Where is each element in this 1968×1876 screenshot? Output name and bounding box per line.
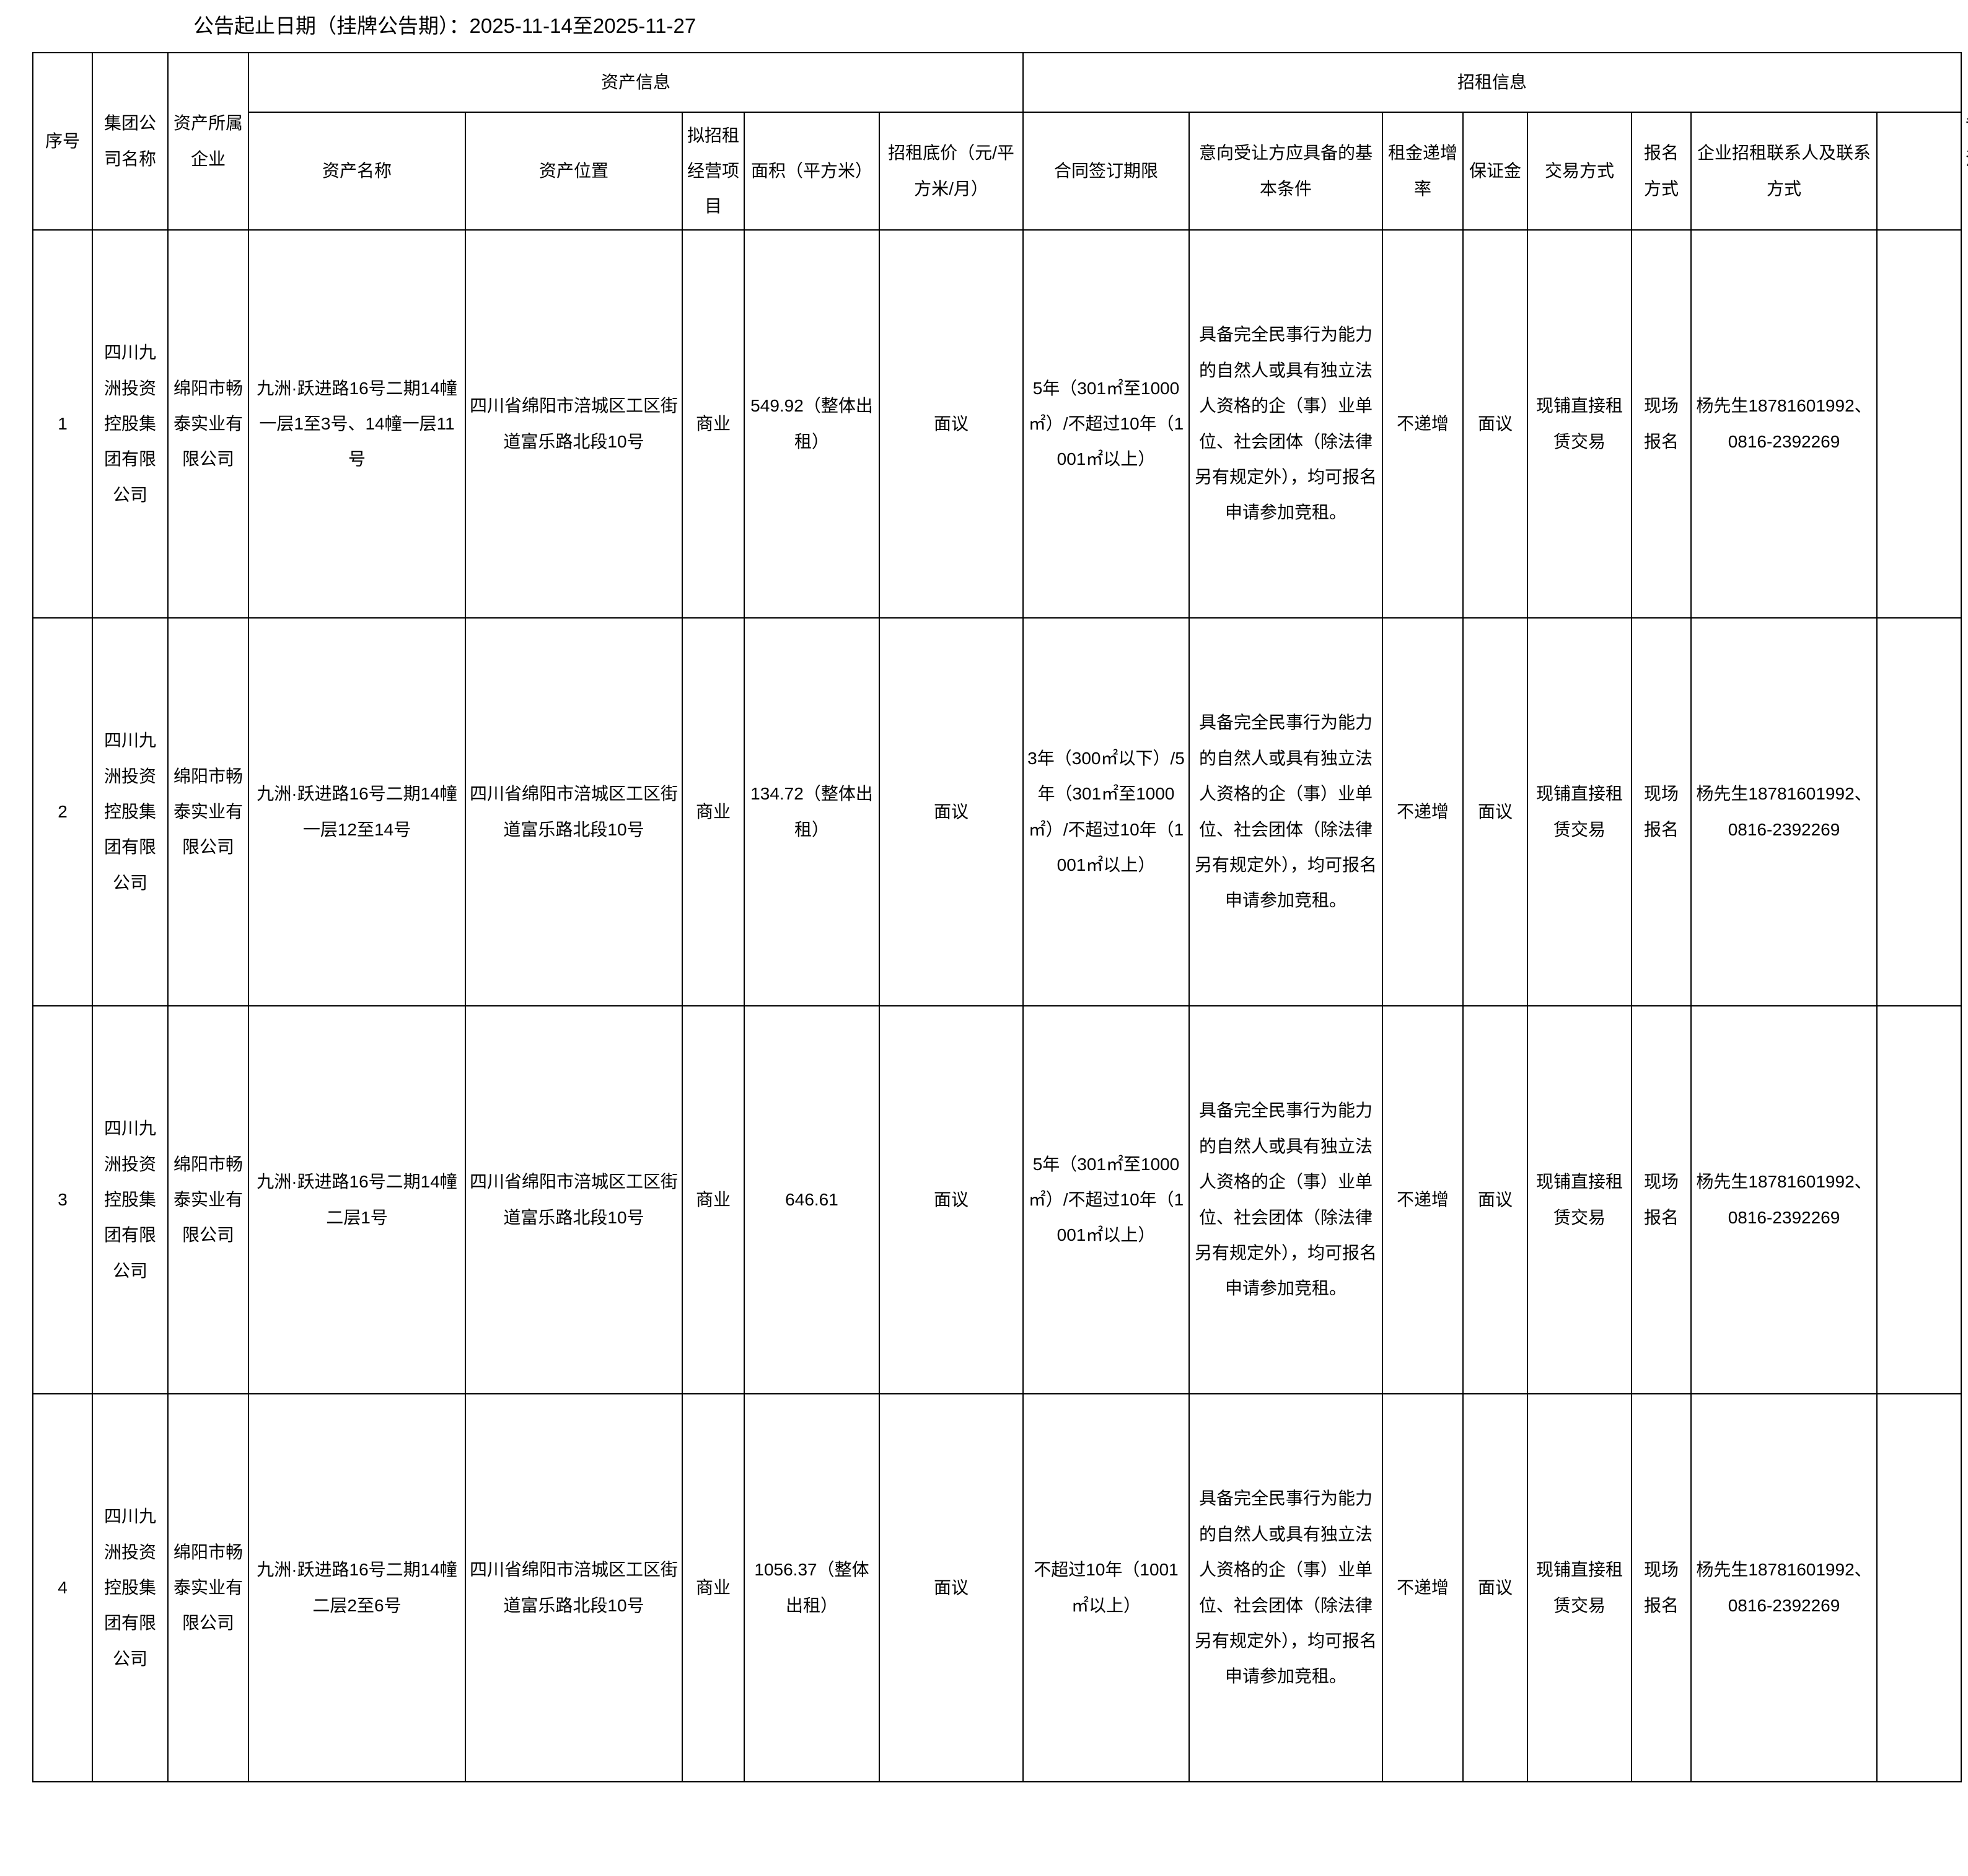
cell-owner-enterprise: 绵阳市畅泰实业有限公司 — [167, 617, 249, 1006]
cell-business-type: 商业 — [682, 1005, 745, 1394]
table-row: 4 四川九洲投资控股集团有限公司 绵阳市畅泰实业有限公司 九洲·跃进路16号二期… — [32, 1393, 1962, 1782]
cell-contract-term: 5年（301㎡至1000㎡）/不超过10年（1001㎡以上） — [1022, 229, 1190, 619]
cell-index: 2 — [32, 617, 93, 1006]
table-row: 1 四川九洲投资控股集团有限公司 绵阳市畅泰实业有限公司 九洲·跃进路16号二期… — [32, 229, 1962, 619]
listing-page: 公告起止日期（挂牌公告期）：2025-11-14至2025-11-27 序号 集… — [32, 14, 1968, 1782]
cell-area: 549.92（整体出租） — [744, 229, 880, 619]
cell-contact: 杨先生18781601992、0816-2392269 — [1690, 617, 1878, 1006]
cell-trade-method: 现铺直接租赁交易 — [1527, 617, 1632, 1006]
cell-index: 4 — [32, 1393, 93, 1782]
cell-index: 3 — [32, 1005, 93, 1394]
col-header-contact: 企业招租联系人及联系方式 — [1690, 111, 1878, 231]
cell-contact: 杨先生18781601992、0816-2392269 — [1690, 229, 1878, 619]
cell-area: 646.61 — [744, 1005, 880, 1394]
cell-contact: 杨先生18781601992、0816-2392269 — [1690, 1005, 1878, 1394]
cell-owner-enterprise: 绵阳市畅泰实业有限公司 — [167, 1393, 249, 1782]
col-header-base-price: 招租底价（元/平方米/月） — [879, 111, 1024, 231]
cell-remark — [1876, 617, 1962, 1006]
cell-owner-enterprise: 绵阳市畅泰实业有限公司 — [167, 229, 249, 619]
col-header-asset-name: 资产名称 — [248, 111, 466, 231]
cell-asset-name: 九洲·跃进路16号二期14幢一层12至14号 — [248, 617, 466, 1006]
cell-remark — [1876, 229, 1962, 619]
cell-deposit: 面议 — [1462, 1005, 1528, 1394]
cell-asset-location: 四川省绵阳市涪城区工区街道富乐路北段10号 — [465, 229, 683, 619]
col-header-asset-location: 资产位置 — [465, 111, 683, 231]
cell-area: 1056.37（整体出租） — [744, 1393, 880, 1782]
cell-signup-method: 现场报名 — [1631, 1393, 1692, 1782]
group-header-lease-info: 招租信息 — [1022, 51, 1962, 113]
cell-qualification: 具备完全民事行为能力的自然人或具有独立法人资格的企（事）业单位、社会团体（除法律… — [1188, 229, 1383, 619]
cell-rent-increase: 不递增 — [1382, 617, 1464, 1006]
col-header-trade-method: 交易方式 — [1527, 111, 1632, 231]
header-column-row: 资产名称 资产位置 拟招租经营项目 面积（平方米） 招租底价（元/平方米/月） … — [33, 111, 1961, 231]
cell-owner-enterprise: 绵阳市畅泰实业有限公司 — [167, 1005, 249, 1394]
cell-base-price: 面议 — [879, 1005, 1024, 1394]
cell-deposit: 面议 — [1462, 1393, 1528, 1782]
col-header-area: 面积（平方米） — [744, 111, 880, 231]
cell-asset-name: 九洲·跃进路16号二期14幢一层1至3号、14幢一层11号 — [248, 229, 466, 619]
cell-rent-increase: 不递增 — [1382, 229, 1464, 619]
cell-qualification: 具备完全民事行为能力的自然人或具有独立法人资格的企（事）业单位、社会团体（除法律… — [1188, 1393, 1383, 1782]
cell-qualification: 具备完全民事行为能力的自然人或具有独立法人资格的企（事）业单位、社会团体（除法律… — [1188, 617, 1383, 1006]
cell-asset-name: 九洲·跃进路16号二期14幢二层2至6号 — [248, 1393, 466, 1782]
cell-contract-term: 不超过10年（1001㎡以上） — [1022, 1393, 1190, 1782]
table-row: 3 四川九洲投资控股集团有限公司 绵阳市畅泰实业有限公司 九洲·跃进路16号二期… — [32, 1005, 1962, 1394]
cell-contract-term: 3年（300㎡以下）/5年（301㎡至1000㎡）/不超过10年（1001㎡以上… — [1022, 617, 1190, 1006]
cell-base-price: 面议 — [879, 229, 1024, 619]
cell-base-price: 面议 — [879, 1393, 1024, 1782]
cell-asset-name: 九洲·跃进路16号二期14幢二层1号 — [248, 1005, 466, 1394]
col-header-deposit: 保证金 — [1462, 111, 1528, 231]
cell-qualification: 具备完全民事行为能力的自然人或具有独立法人资格的企（事）业单位、社会团体（除法律… — [1188, 1005, 1383, 1394]
cell-rent-increase: 不递增 — [1382, 1393, 1464, 1782]
cell-group-company: 四川九洲投资控股集团有限公司 — [92, 1393, 169, 1782]
page-title: 公告起止日期（挂牌公告期）：2025-11-14至2025-11-27 — [193, 14, 696, 37]
cell-base-price: 面议 — [879, 617, 1024, 1006]
cell-area: 134.72（整体出租） — [744, 617, 880, 1006]
cell-trade-method: 现铺直接租赁交易 — [1527, 1393, 1632, 1782]
cell-signup-method: 现场报名 — [1631, 1005, 1692, 1394]
cell-business-type: 商业 — [682, 229, 745, 619]
cell-business-type: 商业 — [682, 1393, 745, 1782]
cell-signup-method: 现场报名 — [1631, 617, 1692, 1006]
table-body: 1 四川九洲投资控股集团有限公司 绵阳市畅泰实业有限公司 九洲·跃进路16号二期… — [32, 229, 1962, 1782]
cell-group-company: 四川九洲投资控股集团有限公司 — [92, 1005, 169, 1394]
cell-remark — [1876, 1005, 1962, 1394]
cell-asset-location: 四川省绵阳市涪城区工区街道富乐路北段10号 — [465, 1393, 683, 1782]
cell-rent-increase: 不递增 — [1382, 1005, 1464, 1394]
col-header-owner-enterprise: 资产所属企业 — [167, 51, 249, 231]
cell-trade-method: 现铺直接租赁交易 — [1527, 1005, 1632, 1394]
header-group-row: 序号 集团公司名称 资产所属企业 资产信息 招租信息 备注 — [32, 51, 1968, 231]
cell-asset-location: 四川省绵阳市涪城区工区街道富乐路北段10号 — [465, 617, 683, 1006]
cell-business-type: 商业 — [682, 617, 745, 1006]
col-header-group-company: 集团公司名称 — [92, 51, 169, 231]
cell-remark — [1876, 1393, 1962, 1782]
cell-index: 1 — [32, 229, 93, 619]
col-header-index: 序号 — [32, 51, 93, 231]
asset-lease-table: 序号 集团公司名称 资产所属企业 资产信息 招租信息 备注 资产名称 资产位置 … — [32, 51, 1968, 1782]
col-header-signup-method: 报名方式 — [1631, 111, 1692, 231]
col-header-business-type: 拟招租经营项目 — [682, 111, 745, 231]
group-header-asset-info: 资产信息 — [248, 51, 1024, 113]
cell-deposit: 面议 — [1462, 229, 1528, 619]
cell-group-company: 四川九洲投资控股集团有限公司 — [92, 229, 169, 619]
table-row: 2 四川九洲投资控股集团有限公司 绵阳市畅泰实业有限公司 九洲·跃进路16号二期… — [32, 617, 1962, 1006]
cell-contract-term: 5年（301㎡至1000㎡）/不超过10年（1001㎡以上） — [1022, 1005, 1190, 1394]
cell-signup-method: 现场报名 — [1631, 229, 1692, 619]
cell-contact: 杨先生18781601992、0816-2392269 — [1690, 1393, 1878, 1782]
col-header-qualification: 意向受让方应具备的基本条件 — [1188, 111, 1383, 231]
cell-group-company: 四川九洲投资控股集团有限公司 — [92, 617, 169, 1006]
table-head: 序号 集团公司名称 资产所属企业 资产信息 招租信息 备注 资产名称 资产位置 … — [32, 51, 1968, 231]
col-header-contract-term: 合同签订期限 — [1022, 111, 1190, 231]
cell-deposit: 面议 — [1462, 617, 1528, 1006]
col-header-rent-increase: 租金递增率 — [1382, 111, 1464, 231]
cell-trade-method: 现铺直接租赁交易 — [1527, 229, 1632, 619]
cell-asset-location: 四川省绵阳市涪城区工区街道富乐路北段10号 — [465, 1005, 683, 1394]
